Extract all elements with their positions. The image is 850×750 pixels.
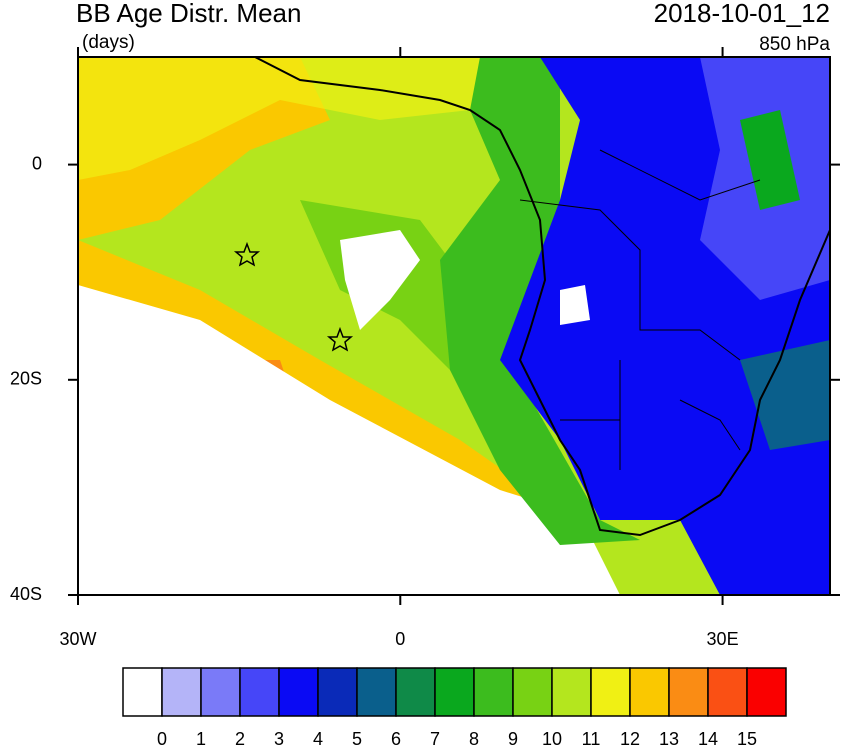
colorbar-label: 8 [469,729,479,749]
level: 850 hPa [759,34,830,55]
coastline [254,57,830,537]
y-tick-label: 20S [10,369,42,389]
colorbar-box [317,667,358,717]
colorbar-box [434,667,475,717]
field-region [340,230,420,330]
field-region [560,285,590,325]
colorbar-box [590,667,631,717]
title: BB Age Distr. Mean [76,0,301,28]
colorbar-label: 5 [352,729,362,749]
y-tick-label: 0 [32,153,42,173]
colorbar-box [395,667,436,717]
field-region [740,110,800,210]
colorbar-box [200,667,241,717]
colorbar-label: 14 [698,729,718,749]
border [519,149,761,470]
x-tick-label: 30W [59,629,96,649]
y-tick-label: 40S [10,584,42,604]
colorbar-label: 1 [196,729,206,749]
date: 2018-10-01_12 [654,0,830,28]
map-frame [77,56,831,596]
colorbar-box [668,667,709,717]
colorbar-label: 9 [508,729,518,749]
colorbar-label: 0 [157,729,167,749]
field-region [740,340,830,450]
colorbar-box [512,667,553,717]
colorbar-box [239,667,280,717]
colorbar-box [473,667,514,717]
colorbar-label: 2 [235,729,245,749]
colorbar-box [551,667,592,717]
colorbar-label: 12 [620,729,640,749]
colorbar-label: 7 [430,729,440,749]
colorbar-label: 10 [542,729,562,749]
colorbar-label: 15 [737,729,757,749]
colorbar-label: 4 [313,729,323,749]
colorbar-label: 13 [659,729,679,749]
colorbar-label: 11 [582,729,601,749]
colorbar-box [746,667,787,717]
field [78,57,830,595]
x-tick-label: 0 [395,629,405,649]
colorbar-label: 3 [274,729,284,749]
colorbar-box [122,667,163,717]
colorbar-box [707,667,748,717]
colorbar-box [161,667,202,717]
colorbar-box [629,667,670,717]
colorbar-box [356,667,397,717]
colorbar: 0 1 2 3 4 5 6 7 8 9 10 11 12 13 14 15 [122,667,787,749]
colorbar-box [278,667,319,717]
units: (days) [82,32,135,53]
axes: 0 20S 40S 30W 0 30E [10,47,840,649]
colorbar-label: 6 [391,729,401,749]
site-marker [233,241,354,352]
field-region [78,57,520,180]
field-region [440,57,640,545]
field-region [78,240,560,510]
field-region [78,285,620,595]
x-tick-label: 30E [707,629,739,649]
